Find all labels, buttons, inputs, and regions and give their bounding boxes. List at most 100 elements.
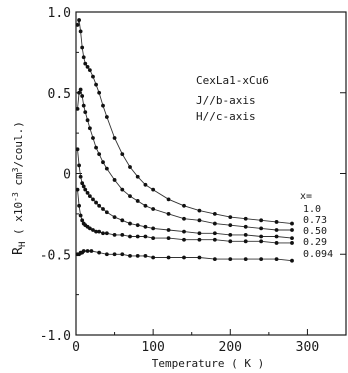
data-point	[81, 249, 86, 253]
x-tick-label: 300	[296, 340, 319, 355]
series-0.73	[75, 87, 294, 232]
data-point	[91, 74, 95, 79]
data-point	[212, 237, 217, 242]
series-0.29	[75, 187, 294, 245]
data-point	[197, 218, 202, 223]
data-point	[259, 239, 264, 244]
data-point	[197, 255, 202, 260]
data-point	[81, 55, 86, 60]
data-point	[75, 187, 80, 192]
y-axis-label-sub: H	[18, 242, 28, 247]
data-point	[228, 223, 233, 228]
data-point	[243, 224, 248, 229]
data-point	[274, 220, 279, 224]
data-point	[83, 61, 88, 66]
y-axis-label: RH ( x10-3 cm3/coul.)	[11, 121, 28, 255]
y-tick-label: -0.5	[40, 248, 71, 263]
data-point	[135, 174, 140, 179]
data-point	[97, 203, 102, 208]
data-point	[151, 207, 156, 211]
data-point	[212, 221, 217, 226]
y-axis-label-main: R	[11, 247, 26, 255]
data-point	[97, 152, 102, 157]
data-point	[120, 152, 125, 157]
data-point	[120, 252, 125, 257]
series-labels: 1.00.730.500.290.094	[303, 204, 333, 260]
series-0.50	[75, 147, 294, 241]
x-tick-label: 100	[141, 340, 164, 355]
data-point	[212, 211, 217, 216]
data-point	[197, 231, 202, 236]
data-point	[197, 237, 202, 242]
data-point	[228, 215, 233, 220]
series-line	[77, 19, 293, 225]
data-point	[97, 250, 102, 255]
series-line	[77, 149, 293, 239]
data-point	[166, 255, 171, 260]
y-axis-label-units-rest: cm	[12, 172, 25, 186]
data-point	[94, 82, 98, 87]
data-point	[290, 228, 294, 232]
data-point	[104, 252, 109, 257]
series-label: 0.29	[303, 237, 327, 248]
data-point	[83, 187, 88, 192]
data-point	[101, 207, 105, 211]
data-point	[143, 203, 148, 208]
data-point	[259, 257, 264, 261]
x-tick-label: 200	[219, 340, 242, 355]
data-point	[128, 221, 132, 226]
data-point	[75, 107, 80, 111]
data-point	[151, 226, 156, 231]
series-header: x=	[300, 191, 312, 202]
data-point	[78, 87, 83, 92]
data-point	[91, 228, 95, 232]
data-point	[85, 118, 90, 123]
data-point	[274, 228, 279, 232]
data-point	[212, 231, 217, 236]
data-point	[91, 136, 95, 140]
data-point	[120, 218, 125, 223]
data-point	[243, 216, 248, 221]
series-label: 0.73	[303, 215, 327, 226]
data-point	[197, 208, 202, 213]
data-point	[120, 187, 125, 192]
data-point	[87, 226, 92, 231]
data-point	[143, 182, 148, 187]
data-point	[77, 163, 81, 168]
data-point	[75, 23, 80, 27]
data-point	[101, 160, 105, 165]
x-tick-label: 0	[72, 340, 80, 355]
data-point	[290, 258, 294, 263]
x-axis-label: Temperature ( K )	[152, 357, 265, 370]
series-label: 1.0	[303, 204, 321, 215]
series-1.0	[75, 18, 294, 226]
data-point	[85, 190, 90, 195]
data-point	[112, 178, 117, 182]
data-point	[182, 216, 186, 221]
data-point	[78, 213, 83, 218]
data-point	[151, 187, 156, 192]
annotation-compound: CexLa1-xCu6	[196, 74, 269, 87]
series-0.094	[75, 249, 294, 263]
data-point	[135, 253, 140, 258]
data-point	[112, 252, 117, 257]
data-point	[112, 215, 117, 220]
data-point	[80, 94, 85, 98]
data-point	[259, 234, 264, 239]
data-point	[243, 257, 248, 261]
plot-frame	[75, 11, 347, 336]
data-point	[94, 200, 98, 205]
data-point	[87, 68, 92, 73]
plot-border	[75, 11, 347, 336]
data-point	[78, 29, 83, 34]
data-point	[135, 234, 140, 239]
data-point	[85, 249, 90, 253]
y-tick-label: 0.5	[48, 87, 71, 102]
data-point	[143, 253, 148, 258]
data-point	[81, 184, 86, 189]
data-point	[80, 218, 85, 223]
data-point	[128, 194, 132, 199]
data-point	[87, 126, 92, 131]
data-point	[77, 18, 81, 22]
data-point	[212, 257, 217, 261]
